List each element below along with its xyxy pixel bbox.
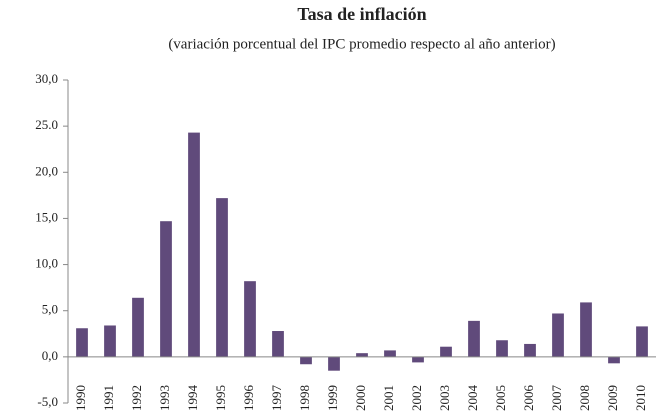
x-tick-label: 1996 — [241, 385, 256, 412]
x-tick-label: 1991 — [101, 385, 116, 411]
bar — [412, 356, 424, 363]
x-tick-label: 2009 — [605, 385, 620, 411]
bar — [188, 132, 200, 357]
x-tick-label: 2004 — [465, 385, 480, 412]
x-tick-label: 1999 — [325, 385, 340, 411]
bar — [496, 340, 508, 357]
bar — [76, 328, 88, 357]
x-tick-label: 1993 — [157, 385, 172, 411]
bar — [552, 313, 564, 357]
x-tick-label: 2002 — [409, 385, 424, 411]
x-tick-label: 1990 — [73, 385, 88, 411]
y-tick-label: 5,0 — [42, 302, 58, 317]
bar — [440, 346, 452, 357]
bar — [104, 325, 116, 357]
bar — [160, 221, 172, 357]
x-tick-label: 2008 — [577, 385, 592, 411]
y-tick-label: 10,0 — [35, 256, 58, 271]
bar — [524, 343, 536, 357]
x-tick-label: 2007 — [549, 385, 564, 412]
bar — [216, 198, 228, 357]
y-tick-label: 20,0 — [35, 163, 58, 178]
x-tick-label: 2010 — [633, 385, 648, 411]
x-tick-label: 2005 — [493, 385, 508, 411]
x-tick-label: 1995 — [213, 385, 228, 411]
x-tick-label: 2000 — [353, 385, 368, 411]
bar — [580, 302, 592, 357]
y-tick-label: -5,0 — [37, 394, 58, 409]
chart-title: Tasa de inflación — [297, 4, 426, 24]
bar — [272, 331, 284, 357]
bar — [608, 356, 620, 364]
chart-subtitle: (variación porcentual del IPC promedio r… — [168, 36, 555, 52]
x-tick-label: 1994 — [185, 385, 200, 412]
bar — [636, 326, 648, 357]
x-tick-label: 1997 — [269, 385, 284, 412]
x-tick-label: 1998 — [297, 385, 312, 411]
y-tick-label: 0,0 — [42, 348, 58, 363]
x-tick-label: 2001 — [381, 385, 396, 411]
y-tick-label: 25.0 — [35, 117, 58, 132]
bar — [300, 356, 312, 365]
bar — [244, 281, 256, 357]
x-tick-label: 2006 — [521, 385, 536, 412]
y-tick-label: 30,0 — [35, 71, 58, 86]
x-tick-label: 1992 — [129, 385, 144, 411]
y-tick-label: 15,0 — [35, 209, 58, 224]
x-tick-label: 2003 — [437, 385, 452, 411]
bar — [384, 350, 396, 357]
bar — [356, 353, 368, 357]
bar — [468, 320, 480, 357]
bar — [132, 297, 144, 357]
bar — [328, 356, 340, 371]
